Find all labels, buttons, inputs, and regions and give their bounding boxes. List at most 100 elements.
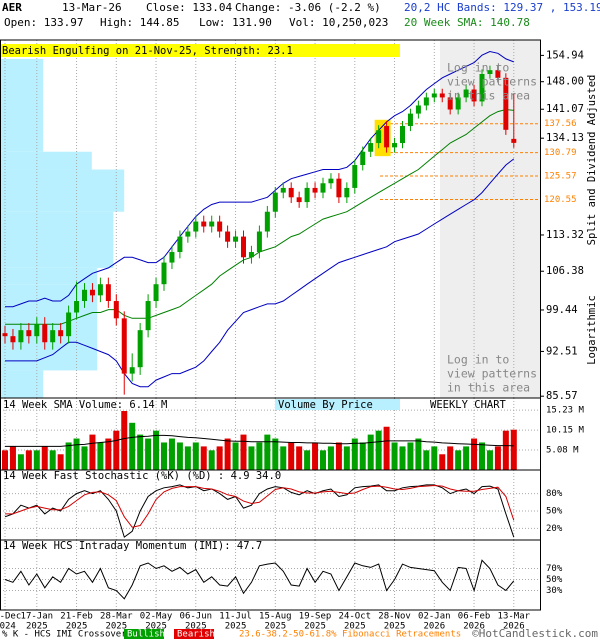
volume-bar <box>25 450 32 470</box>
candle-body <box>26 330 32 337</box>
candle-body <box>18 330 24 343</box>
login-note: Log in to <box>447 353 509 367</box>
candle-body <box>352 165 358 188</box>
candle-body <box>145 301 151 331</box>
volume-bar <box>216 446 223 470</box>
candle-body <box>177 236 183 253</box>
x-tick-label: 28-Nov <box>378 612 411 622</box>
candle-body <box>471 89 477 102</box>
y-tick-label: 134.13 <box>546 132 584 144</box>
footer-bearish: Bearish <box>177 630 215 640</box>
candle-body <box>455 97 461 110</box>
y-tick-label: 113.32 <box>546 229 584 241</box>
candle-body <box>320 183 326 193</box>
x-tick-label: 19-Sep <box>299 612 332 622</box>
volume-bar <box>232 442 239 470</box>
volume-bar <box>407 442 414 470</box>
volume-bar <box>264 434 271 470</box>
x-tick-label: 11-Jul <box>219 612 252 622</box>
volume-bar <box>2 450 8 470</box>
volume-bar <box>471 438 478 470</box>
y-tick-label: 99.44 <box>546 304 578 316</box>
y-tick-label: 106.38 <box>546 265 584 277</box>
volume-bar <box>113 430 120 470</box>
volume-bar <box>415 438 422 470</box>
candle-body <box>495 70 501 78</box>
lower-band <box>5 158 515 388</box>
x-tick-year: 2025 <box>264 622 286 632</box>
volume-bar <box>423 450 430 470</box>
volume-bar <box>343 446 350 470</box>
x-tick-label: 24-Oct <box>339 612 372 622</box>
volume-by-price-bar <box>0 151 92 170</box>
low: Low: 131.90 <box>199 16 272 29</box>
volume-bar <box>153 430 160 470</box>
volume-bar <box>121 411 128 470</box>
indicator-line <box>4 484 515 538</box>
fib-label: 120.55 <box>544 195 577 205</box>
candle-body <box>415 105 421 114</box>
candle-body <box>288 187 294 198</box>
header: AER 13-Mar-26 Close: 133.04 Change: -3.0… <box>2 1 600 29</box>
candle-body <box>113 301 119 319</box>
x-tick-year: 2026 <box>463 622 485 632</box>
x-tick-label: 15-Aug <box>259 612 292 622</box>
volume-by-price-bar <box>0 169 125 212</box>
x-tick-label: 17-Jan <box>21 612 54 622</box>
panel-border <box>0 539 541 611</box>
candle-body <box>392 143 398 148</box>
candle-body <box>360 151 366 166</box>
candle-body <box>344 187 350 198</box>
candle-body <box>121 318 127 374</box>
candle-body <box>82 289 87 302</box>
candle-body <box>479 74 485 102</box>
candle-body <box>50 330 56 343</box>
volume-bar <box>367 434 374 470</box>
volume-bar <box>89 434 96 470</box>
volume-bar <box>168 438 175 470</box>
volume-bar <box>97 442 104 470</box>
volume-bar <box>375 430 382 470</box>
candle-body <box>447 97 453 110</box>
volume-bar <box>272 438 279 470</box>
change: Change: -3.06 (-2.2 %) <box>235 1 381 14</box>
candle-body <box>487 70 493 75</box>
candle-body <box>304 187 310 203</box>
volume-bar <box>33 450 40 470</box>
volume-bar <box>399 446 406 470</box>
volume-bar <box>145 438 152 470</box>
pattern-note-bg <box>0 44 400 57</box>
candle-body <box>105 284 111 302</box>
x-tick-year: 2025 <box>225 622 247 632</box>
y-tick-label: 148.00 <box>546 76 584 88</box>
y-tick-label: 50% <box>546 575 563 585</box>
side-label: Split and Dividend Adjusted <box>586 75 598 246</box>
y-tick-label: 92.51 <box>546 345 578 357</box>
volume-bar <box>81 446 88 470</box>
x-tick-year: 2025 <box>384 622 406 632</box>
footer-fib: 23.6-38.2-50-61.8% Fibonacci Retracement… <box>239 630 461 640</box>
candle-body <box>431 93 437 98</box>
volume-bar <box>296 446 303 470</box>
volume-bar <box>391 442 398 470</box>
volume-bar <box>280 446 287 470</box>
candle-body <box>280 187 286 193</box>
volume-bar <box>455 450 462 470</box>
candle-body <box>137 330 143 368</box>
candle-body <box>2 333 8 337</box>
candle-body <box>376 130 382 144</box>
x-tick-year: 2025 <box>26 622 48 632</box>
volume-by-price-bar <box>0 211 114 268</box>
login-note: in this area <box>447 89 530 103</box>
candle-body <box>193 221 199 232</box>
plot-area: 20-Dec202417-Jan202521-Feb202528-Mar2025… <box>0 39 585 632</box>
volume-bar <box>383 426 390 470</box>
candle-body <box>503 77 509 130</box>
volume-bar <box>73 438 80 470</box>
candle-body <box>264 211 270 232</box>
indicator-line <box>5 484 515 528</box>
candle-body <box>241 236 246 258</box>
bullish-swatch <box>124 629 164 639</box>
panel-label: 14 Week HCS Intraday Momentum (IMI): 47.… <box>3 540 262 552</box>
